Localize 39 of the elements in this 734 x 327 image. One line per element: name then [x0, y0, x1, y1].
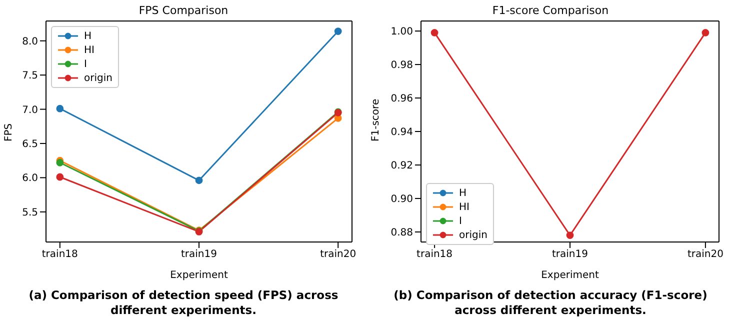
x-tick-label: train18	[42, 249, 78, 260]
x-tick-label: train20	[687, 249, 724, 260]
y-tick-label: 0.96	[390, 94, 413, 105]
y-axis-title: F1-score	[370, 98, 382, 142]
legend-label: HI	[84, 44, 94, 56]
legend-label: origin	[84, 72, 112, 84]
y-tick-label: 7.5	[22, 70, 38, 82]
point	[195, 176, 203, 184]
x-tick-label: train18	[416, 249, 453, 260]
x-tick-label: train20	[320, 249, 356, 260]
legend-label: H	[459, 186, 467, 200]
text: (a) Comparison of detection speed (FPS) across different experiments.	[28, 288, 340, 318]
x-tick-label: train19	[180, 249, 218, 260]
x-axis-title: Experiment	[170, 270, 228, 281]
text: (b) Comparison of detection accuracy (F1-score) across different experiments.	[392, 288, 708, 318]
chart-title: F1-score Comparison	[491, 4, 610, 17]
x-axis-title: Experiment	[541, 270, 599, 281]
point	[334, 28, 342, 35]
point	[56, 173, 64, 181]
point	[56, 104, 64, 112]
chart-title: FPS Comparison	[138, 4, 230, 17]
y-tick-label: 6.5	[22, 139, 38, 150]
y-tick-label: 6.0	[22, 173, 38, 184]
y-tick-label: 0.94	[390, 127, 413, 138]
y-tick-label: 7.0	[22, 104, 38, 116]
y-tick-label: 0.98	[390, 60, 413, 72]
y-tick-label: 1.00	[390, 26, 413, 38]
legend-label: origin	[459, 228, 488, 242]
y-tick-label: 8.0	[22, 36, 38, 48]
x-tick-label: train19	[552, 249, 588, 260]
y-tick-label: 0.92	[390, 160, 413, 172]
legend-label: I	[84, 58, 87, 70]
legend-label: I	[459, 214, 462, 228]
legend-label: HI	[459, 200, 470, 214]
legend-label: H	[84, 30, 92, 42]
y-tick-label: 5.5	[22, 207, 38, 218]
y-tick-label: 0.88	[390, 228, 413, 239]
y-axis-title: FPS	[4, 123, 15, 142]
y-tick-label: 0.90	[390, 194, 413, 206]
